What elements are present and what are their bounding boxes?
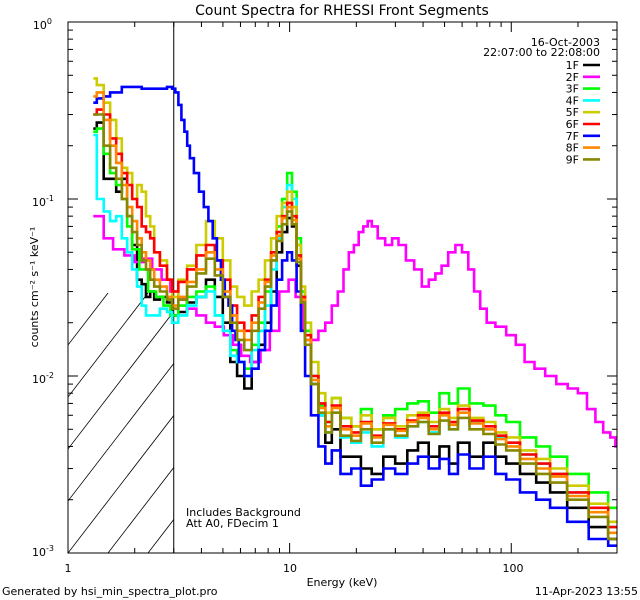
hatch-line xyxy=(107,466,174,553)
annotation-attenuator: Att A0, FDecim 1 xyxy=(186,517,279,530)
hatch-line xyxy=(508,293,640,553)
date-text: 16-Oct-2003 xyxy=(531,36,600,49)
x-tick-label-1: 1 xyxy=(65,562,72,575)
legend-label-4F: 4F xyxy=(566,94,579,107)
plot-frame xyxy=(67,21,618,554)
hatched-region xyxy=(0,22,640,553)
legend-label-3F: 3F xyxy=(566,83,579,96)
hatch-line xyxy=(628,293,640,553)
time-range-text: 22:07:00 to 22:08:00 xyxy=(483,46,600,59)
annotation-background: Includes Background xyxy=(186,506,301,519)
x-tick-label-10: 10 xyxy=(283,562,297,575)
footer-timestamp: 11-Apr-2023 13:55 xyxy=(535,585,638,598)
y-tick-label-1e0: 100 xyxy=(33,17,52,32)
legend-label-5F: 5F xyxy=(566,106,579,119)
y-tick-label-1e-3: 10-3 xyxy=(32,544,54,559)
hatch-line xyxy=(68,362,174,502)
footer-generated-by: Generated by hsi_min_spectra_plot.pro xyxy=(2,585,218,598)
legend-label-2F: 2F xyxy=(566,71,579,84)
series-line-9F xyxy=(93,113,617,541)
legend-label-9F: 9F xyxy=(566,153,579,166)
legend-label-7F: 7F xyxy=(566,130,579,143)
y-axis-label: counts cm⁻² s⁻¹ keV⁻¹ xyxy=(28,227,41,348)
legend-label-8F: 8F xyxy=(566,142,579,155)
hatch-line xyxy=(0,293,28,553)
x-axis-label: Energy (keV) xyxy=(307,576,378,589)
legend-label-1F: 1F xyxy=(566,59,579,72)
hatch-line xyxy=(68,292,109,346)
legend-label-6F: 6F xyxy=(566,118,579,131)
series-line-3F xyxy=(93,127,617,510)
x-tick-label-100: 100 xyxy=(503,562,524,575)
axis-ticks xyxy=(67,21,618,554)
hatch-line xyxy=(68,292,149,398)
series-layer xyxy=(93,77,617,547)
hatch-line xyxy=(68,310,174,450)
y-tick-label-1e-2: 10-2 xyxy=(32,371,54,386)
series-line-2F xyxy=(93,214,617,448)
series-line-1F xyxy=(93,121,617,541)
hatch-line xyxy=(548,293,640,553)
hatch-line xyxy=(68,414,174,553)
chart-title: Count Spectra for RHESSI Front Segments xyxy=(195,3,489,19)
series-line-5F xyxy=(93,77,617,524)
y-tick-label-1e-1: 10-1 xyxy=(32,194,54,209)
series-line-7F xyxy=(93,85,617,547)
